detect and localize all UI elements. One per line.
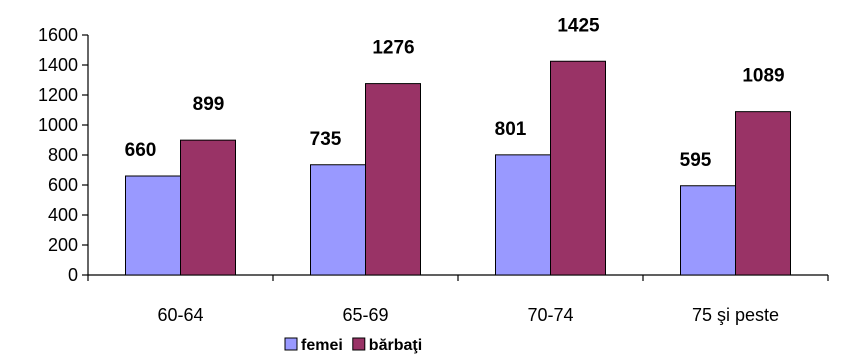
bar-series-2 xyxy=(735,111,791,276)
y-tick-label: 800 xyxy=(48,145,78,165)
y-tick-label: 1200 xyxy=(38,85,78,105)
bar-series-1 xyxy=(680,185,736,276)
data-label: 595 xyxy=(680,150,712,171)
data-labels: 660 735 801 595 899 1276 1425 1089 xyxy=(125,15,785,171)
legend-swatch xyxy=(352,337,366,351)
legend-label: bărbaţi xyxy=(369,337,422,354)
bar-series-1 xyxy=(495,154,551,276)
x-tick-label: 65-69 xyxy=(342,305,388,325)
y-tick-label: 1600 xyxy=(38,25,78,45)
bar-series-1 xyxy=(310,164,366,276)
y-tick-label: 200 xyxy=(48,235,78,255)
bar-series-1 xyxy=(125,175,181,276)
data-label: 1089 xyxy=(742,66,784,87)
data-label: 899 xyxy=(193,94,225,115)
y-tick-label: 600 xyxy=(48,175,78,195)
bar-series-2 xyxy=(365,83,421,276)
data-label: 660 xyxy=(125,140,157,161)
bars xyxy=(125,60,791,276)
data-label: 1425 xyxy=(557,15,600,36)
legend-swatch xyxy=(284,337,298,351)
x-tick-label: 70-74 xyxy=(527,305,573,325)
y-tick-label: 1000 xyxy=(38,115,78,135)
legend: femei bărbaţi xyxy=(284,337,422,354)
data-label: 735 xyxy=(310,129,342,150)
y-tick-label: 0 xyxy=(68,265,78,285)
x-tick-label: 75 şi peste xyxy=(692,305,779,325)
y-tick-label: 1400 xyxy=(38,55,78,75)
x-axis: 60-64 65-69 70-74 75 şi peste xyxy=(87,274,829,325)
y-axis: 0 200 400 600 800 1000 1200 1400 1600 xyxy=(38,25,89,285)
y-tick-label: 400 xyxy=(48,205,78,225)
x-tick-label: 60-64 xyxy=(157,305,203,325)
legend-label: femei xyxy=(301,337,343,354)
data-label: 1276 xyxy=(372,38,414,59)
data-label: 801 xyxy=(495,119,527,140)
bar-series-2 xyxy=(550,60,606,276)
bar-series-2 xyxy=(180,139,236,276)
